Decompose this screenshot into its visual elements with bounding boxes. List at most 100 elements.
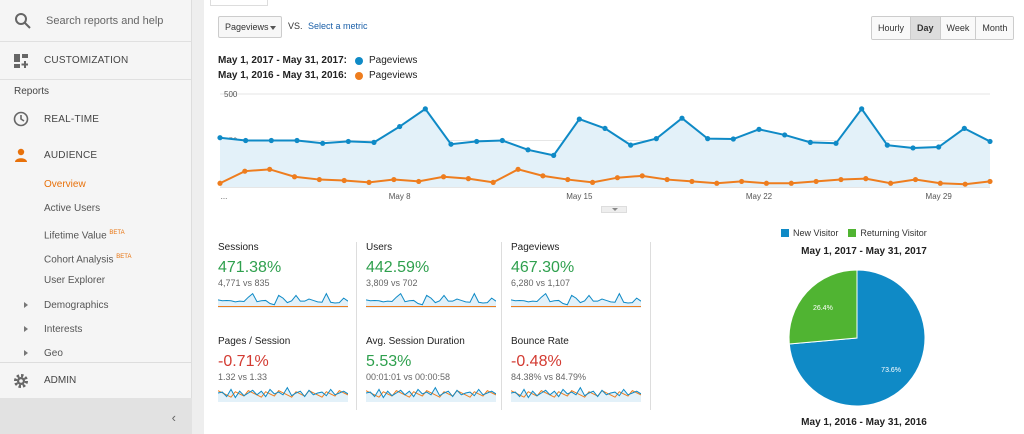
sparkline	[511, 292, 641, 308]
sparkline-current	[366, 292, 496, 306]
metric-label: Sessions	[218, 242, 259, 253]
metric-divider	[356, 242, 357, 410]
metric-users[interactable]: Users 442.59% 3,809 vs 702	[366, 242, 504, 312]
sparkline-current	[218, 386, 348, 399]
metric-divider	[650, 242, 651, 410]
sidebar-item-admin[interactable]: ADMIN	[0, 362, 192, 398]
sidebar-expand-demographics[interactable]: Demographics	[0, 293, 191, 317]
current-series-line-point	[397, 123, 403, 130]
legend-dot-previous	[354, 71, 363, 80]
current-series-line-point	[987, 138, 993, 145]
month-button[interactable]: Month	[976, 17, 1014, 39]
metric-change: 471.38%	[218, 259, 282, 276]
previous-series-line-point	[341, 177, 347, 184]
metric-dropdown[interactable]: Pageviews	[218, 16, 282, 38]
sidebar-sub-overview[interactable]: Overview	[0, 173, 191, 197]
legend-dot-current	[354, 56, 363, 65]
sparkline-current	[511, 292, 641, 306]
chevron-left-icon: ‹	[171, 410, 176, 425]
current-series-line-point	[499, 137, 505, 144]
legend-swatch-new	[781, 229, 789, 237]
metric-compare: 84.38% vs 84.79%	[511, 372, 587, 382]
expand-triangle-icon	[24, 326, 28, 332]
sidebar-sub-user-explorer[interactable]: User Explorer	[0, 269, 191, 293]
pie-slice-returning-visitor	[788, 269, 858, 345]
current-series-line-point	[525, 147, 531, 153]
search-bar[interactable]: Search reports and help	[0, 0, 191, 42]
x-tick-label: ...	[221, 192, 228, 201]
chart-collapse-toggle[interactable]	[601, 206, 627, 213]
sidebar-expand-interests[interactable]: Interests	[0, 317, 191, 341]
person-icon	[12, 146, 30, 164]
current-series-line-point	[422, 106, 428, 112]
reports-heading: Reports	[14, 86, 50, 97]
previous-series-line-point	[888, 180, 894, 186]
x-tick-label: May 15	[566, 192, 593, 201]
sidebar-item-customization[interactable]: CUSTOMIZATION	[0, 42, 191, 80]
metric-avg-session-duration[interactable]: Avg. Session Duration 5.53% 00:01:01 vs …	[366, 336, 504, 406]
report-panel: Pageviews VS. Select a metric Hourly Day…	[204, 0, 1024, 434]
sparkline	[366, 386, 496, 402]
current-area	[220, 108, 990, 187]
metric-divider	[501, 242, 502, 410]
metric-change: -0.71%	[218, 353, 269, 370]
current-series-line-point	[833, 140, 839, 146]
sidebar-label: ADMIN	[44, 375, 77, 386]
current-series-line-point	[576, 116, 582, 122]
sidebar-sub-cohort-analysis[interactable]: Cohort Analysis BETA	[0, 245, 191, 269]
metric-label: Pageviews	[511, 242, 560, 253]
hourly-button[interactable]: Hourly	[872, 17, 912, 39]
previous-series-line-point	[987, 178, 993, 185]
metric-pageviews[interactable]: Pageviews 467.30% 6,280 vs 1,107	[511, 242, 649, 312]
expand-label: Geo	[44, 347, 63, 359]
sidebar-sub-lifetime-value[interactable]: Lifetime Value BETA	[0, 221, 191, 245]
previous-series-line-point	[962, 181, 968, 187]
vs-label: VS.	[288, 21, 303, 31]
report-tab[interactable]	[210, 0, 268, 6]
sparkline-area	[366, 293, 496, 308]
metric-sessions[interactable]: Sessions 471.38% 4,771 vs 835	[218, 242, 356, 312]
search-icon	[15, 12, 31, 29]
granularity-toggle: Hourly Day Week Month	[871, 16, 1015, 40]
previous-series-line-point	[714, 180, 720, 186]
metric-dropdown-value: Pageviews	[225, 22, 269, 32]
legend-previous: May 1, 2016 - May 31, 2016: Pageviews	[218, 70, 417, 81]
previous-series-line-point	[490, 179, 496, 185]
chevron-down-icon	[270, 26, 276, 30]
metric-bounce-rate[interactable]: Bounce Rate -0.48% 84.38% vs 84.79%	[511, 336, 649, 406]
metric-compare: 4,771 vs 835	[218, 278, 270, 288]
sidebar: Search reports and help CUSTOMIZATION Re…	[0, 0, 192, 434]
current-series-line-point	[474, 138, 480, 145]
select-metric-link[interactable]: Select a metric	[308, 21, 368, 31]
sidebar-item-realtime[interactable]: REAL-TIME	[0, 101, 191, 137]
gear-icon	[14, 373, 28, 388]
sidebar-expand-geo[interactable]: Geo	[0, 341, 191, 365]
current-series-line-point	[961, 125, 967, 132]
metric-change: 5.53%	[366, 353, 412, 370]
day-button[interactable]: Day	[911, 17, 941, 39]
legend-metric-current: Pageviews	[368, 55, 418, 66]
legend-swatch-returning	[848, 229, 857, 237]
current-series-line-point	[243, 137, 249, 144]
sidebar-item-audience[interactable]: AUDIENCE	[0, 137, 191, 173]
sparkline-current	[511, 386, 641, 399]
pie-slice-label: 73.6%	[881, 367, 901, 374]
metric-pages-per-session[interactable]: Pages / Session -0.71% 1.32 vs 1.33	[218, 336, 356, 406]
metric-label: Pages / Session	[218, 336, 291, 347]
current-series-line-point	[551, 152, 557, 158]
sidebar-collapse-button[interactable]: ‹	[0, 398, 192, 434]
current-series-line-point	[859, 106, 865, 112]
clock-icon	[12, 110, 30, 128]
sub-label: Cohort Analysis	[44, 254, 114, 266]
sidebar-sub-active-users[interactable]: Active Users	[0, 197, 191, 221]
current-series-line-point	[679, 115, 685, 121]
week-button[interactable]: Week	[940, 17, 977, 39]
sparkline-previous	[218, 390, 348, 398]
legend-returning-visitor: Returning Visitor	[860, 228, 927, 238]
current-series-line-point	[756, 126, 762, 132]
current-series-line-point	[448, 141, 454, 147]
sparkline	[511, 386, 641, 402]
legend-range-previous: May 1, 2016 - May 31, 2016:	[218, 70, 347, 81]
current-series-line-point	[217, 135, 223, 141]
